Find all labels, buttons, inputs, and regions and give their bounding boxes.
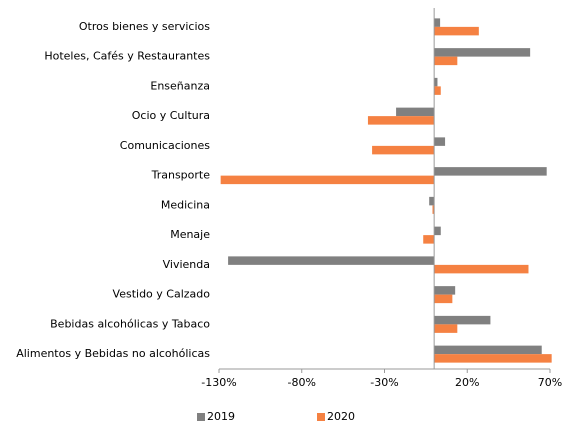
- y-tick-label: Hoteles, Cafés y Restaurantes: [44, 50, 210, 63]
- bar: [434, 56, 458, 66]
- bar: [396, 107, 435, 117]
- y-tick-label: Ocio y Cultura: [132, 109, 210, 122]
- bar: [367, 116, 435, 125]
- bar: [434, 354, 552, 363]
- y-tick-label: Otros bienes y servicios: [79, 20, 210, 33]
- legend-swatch: [197, 413, 205, 421]
- x-tick-label: 20%: [455, 376, 479, 389]
- bar: [434, 167, 547, 176]
- bar: [434, 294, 453, 304]
- x-tick-label: -80%: [288, 376, 316, 389]
- bar: [434, 77, 438, 87]
- legend-label: 2019: [207, 410, 235, 422]
- bar: [434, 48, 531, 57]
- x-tick-label: -130%: [201, 376, 236, 389]
- y-tick-label: Vestido y Calzado: [113, 288, 211, 301]
- y-tick-label: Alimentos y Bebidas no alcohólicas: [16, 347, 210, 360]
- bar: [434, 18, 441, 27]
- y-tick-label: Medicina: [161, 198, 210, 211]
- legend-swatch: [317, 413, 325, 421]
- y-tick-label: Menaje: [170, 228, 210, 241]
- bar: [434, 315, 491, 325]
- bar: [423, 235, 435, 244]
- bar: [220, 175, 435, 185]
- bar: [434, 137, 446, 146]
- bar: [434, 286, 456, 295]
- bar: [434, 324, 458, 333]
- y-tick-label: Comunicaciones: [120, 139, 210, 152]
- bar: [429, 196, 435, 206]
- bar: [434, 264, 529, 274]
- bar: [432, 205, 435, 214]
- y-tick-label: Enseñanza: [150, 79, 210, 92]
- bar: [434, 345, 542, 355]
- bar: [434, 86, 441, 95]
- y-tick-label: Vivienda: [163, 258, 210, 271]
- bar: [372, 145, 435, 155]
- x-tick-label: 70%: [538, 376, 562, 389]
- bar: [434, 226, 441, 236]
- x-tick-label: -30%: [370, 376, 398, 389]
- bar: [228, 256, 435, 265]
- bar: [434, 26, 479, 36]
- y-tick-label: Transporte: [151, 169, 211, 182]
- legend-label: 2020: [327, 410, 355, 422]
- y-tick-label: Bebidas alcohólicas y Tabaco: [50, 317, 210, 330]
